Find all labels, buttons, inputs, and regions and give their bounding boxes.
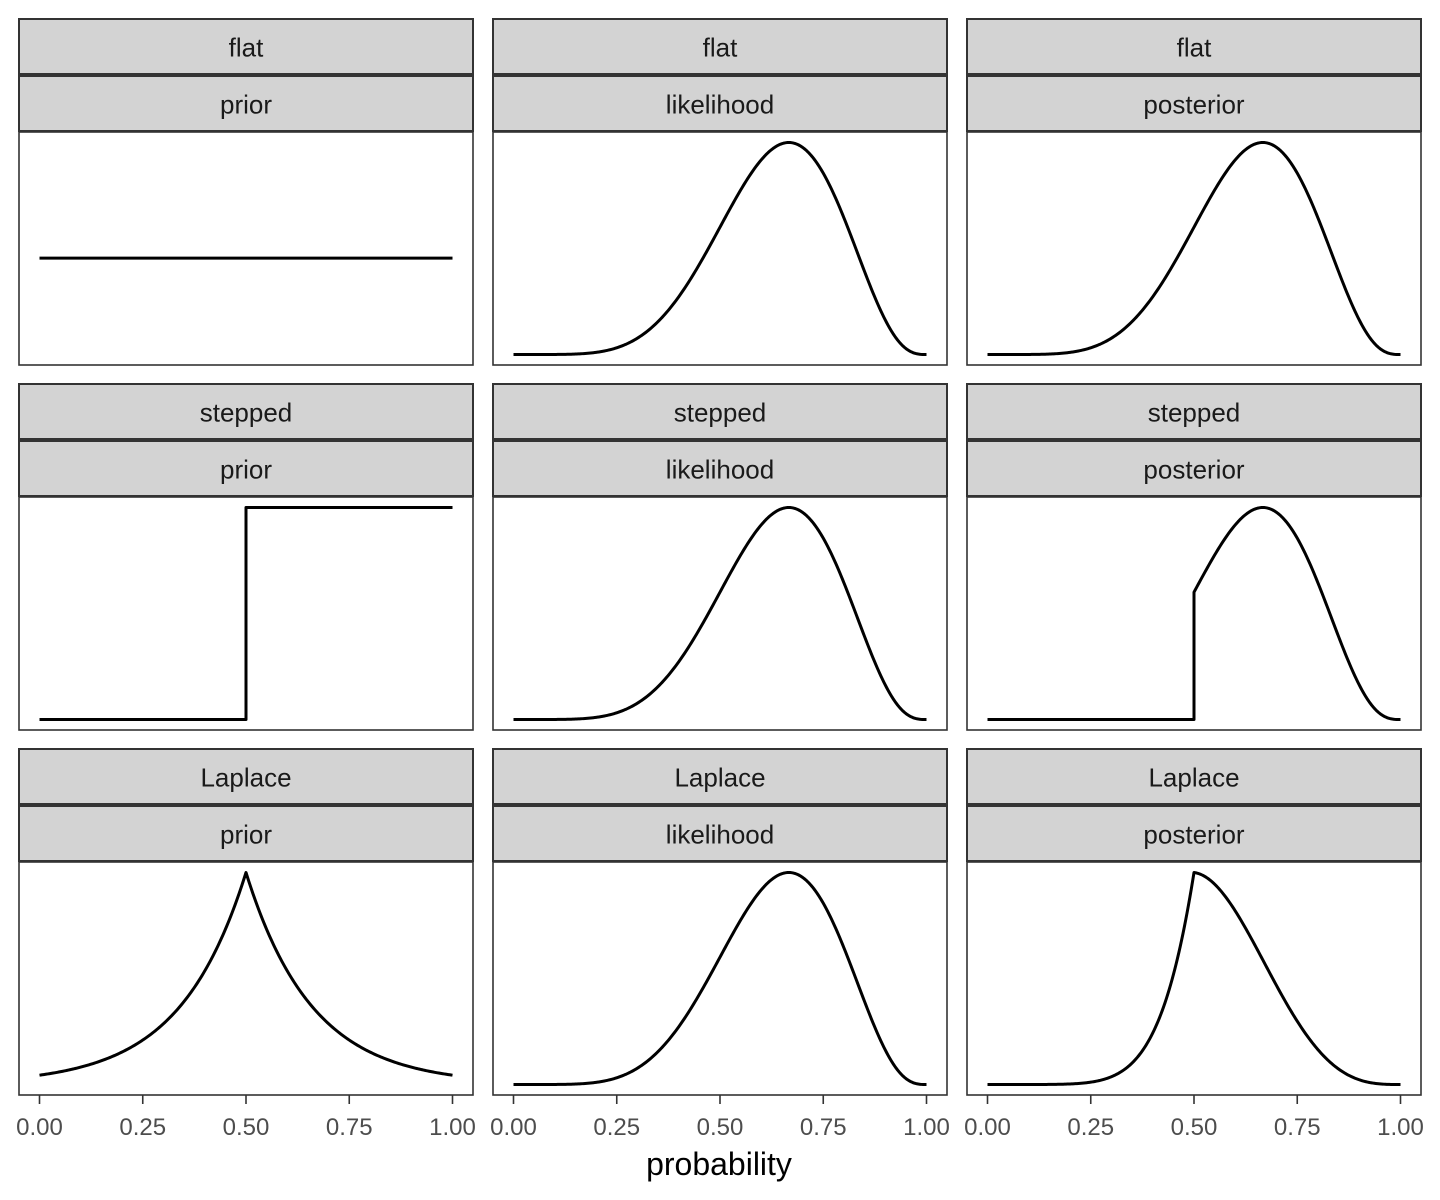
x-tick-label: 0.00 [490, 1114, 537, 1141]
strip-row-flat [18, 18, 474, 75]
facet-panel-stepped-posterior: stepped posterior [966, 383, 1422, 731]
strip-col-prior [18, 805, 474, 862]
plot-area [492, 496, 948, 731]
strip-col-posterior [966, 805, 1422, 862]
x-tick-label: 0.25 [1067, 1114, 1114, 1141]
strip-col-posterior [966, 75, 1422, 132]
strip-label-row: stepped [200, 398, 293, 428]
strip-col-prior [18, 75, 474, 132]
x-tick-label: 1.00 [903, 1114, 950, 1141]
facet-panel-stepped-prior: stepped prior [18, 383, 474, 731]
strip-row-stepped [18, 383, 474, 440]
strip-col-likelihood [492, 805, 948, 862]
strip-label-row: flat [229, 33, 264, 63]
strip-label-row: flat [1177, 33, 1212, 63]
strip-col-prior [18, 440, 474, 497]
strip-col-posterior [966, 440, 1422, 497]
x-tick-label: 0.75 [800, 1114, 847, 1141]
strip-label-col: likelihood [666, 455, 774, 485]
strip-label-col: posterior [1143, 820, 1244, 850]
facet-panel-laplace-prior: Laplace prior 0.00 0.25 0.50 0.75 1.00 [16, 748, 476, 1141]
strip-col-likelihood [492, 440, 948, 497]
x-tick-label: 0.00 [16, 1114, 63, 1141]
plot-area [18, 131, 474, 366]
density-curve [513, 506, 927, 721]
strip-label-col: posterior [1143, 90, 1244, 120]
x-tick-label: 0.50 [1171, 1114, 1218, 1141]
strip-row-flat [492, 18, 948, 75]
strip-label-col: posterior [1143, 455, 1244, 485]
plot-area [966, 861, 1422, 1096]
plot-area [966, 131, 1422, 366]
strip-label-row: stepped [674, 398, 767, 428]
strip-row-laplace [18, 748, 474, 805]
density-curve [513, 871, 927, 1086]
strip-label-col: prior [220, 820, 272, 850]
density-curve [987, 141, 1401, 356]
strip-label-col: likelihood [666, 820, 774, 850]
strip-label-row: Laplace [200, 763, 291, 793]
x-tick-label: 0.25 [119, 1114, 166, 1141]
plot-area [492, 131, 948, 366]
facet-panel-flat-posterior: flat posterior [966, 18, 1422, 366]
strip-label-col: prior [220, 90, 272, 120]
density-curve [987, 871, 1401, 1086]
x-tick-label: 0.75 [326, 1114, 373, 1141]
density-curve [987, 506, 1401, 721]
x-tick-label: 0.75 [1274, 1114, 1321, 1141]
strip-row-stepped [492, 383, 948, 440]
strip-label-row: Laplace [674, 763, 765, 793]
x-tick-label: 0.00 [964, 1114, 1011, 1141]
facet-panel-flat-prior: flat prior [18, 18, 474, 366]
facet-panel-flat-likelihood: flat likelihood [492, 18, 948, 366]
strip-label-row: Laplace [1148, 763, 1239, 793]
density-curve [39, 871, 453, 1077]
strip-label-col: likelihood [666, 90, 774, 120]
strip-row-laplace [492, 748, 948, 805]
facet-panel-laplace-posterior: Laplace posterior 0.00 0.25 0.50 0.75 1.00 [964, 748, 1424, 1141]
strip-col-likelihood [492, 75, 948, 132]
facet-panel-stepped-likelihood: stepped likelihood [492, 383, 948, 731]
x-axis-label: probability [646, 1146, 792, 1182]
facet-panel-laplace-likelihood: Laplace likelihood 0.00 0.25 0.50 0.75 1.00 [490, 748, 950, 1141]
strip-row-stepped [966, 383, 1422, 440]
plot-area [18, 861, 474, 1096]
strip-label-row: flat [703, 33, 738, 63]
x-tick-label: 0.50 [697, 1114, 744, 1141]
x-tick-label: 1.00 [429, 1114, 476, 1141]
density-curve [513, 141, 927, 356]
plot-area [492, 861, 948, 1096]
strip-row-flat [966, 18, 1422, 75]
x-tick-label: 0.25 [593, 1114, 640, 1141]
x-tick-label: 0.50 [223, 1114, 270, 1141]
x-tick-label: 1.00 [1377, 1114, 1424, 1141]
strip-row-laplace [966, 748, 1422, 805]
facet-panels: flatpriorflatlikelihoodflatposteriorstep… [16, 18, 1424, 1141]
strip-label-row: stepped [1148, 398, 1241, 428]
density-curve [39, 506, 453, 721]
strip-label-col: prior [220, 455, 272, 485]
